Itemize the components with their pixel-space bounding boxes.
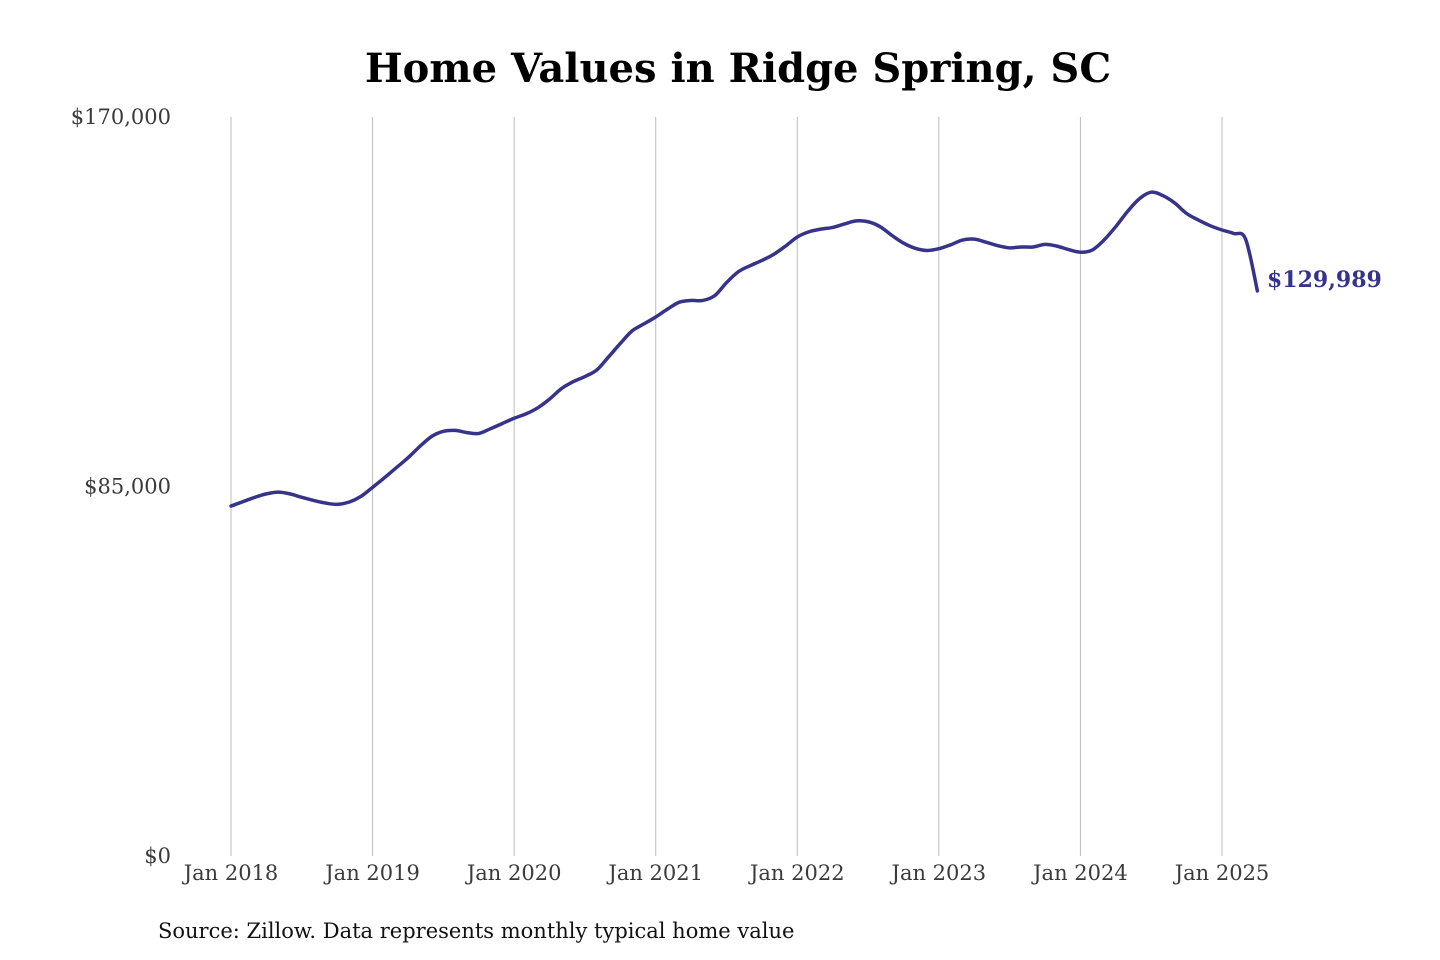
x-tick-label-4: Jan 2022	[748, 861, 845, 885]
y-axis-tick-labels: $0 $85,000 $170,000	[71, 105, 171, 868]
x-tick-label-7: Jan 2025	[1173, 861, 1270, 885]
x-tick-label-0: Jan 2018	[182, 861, 279, 885]
x-axis-tick-labels: Jan 2018 Jan 2019 Jan 2020 Jan 2021 Jan 2022…	[182, 861, 1270, 885]
grid-layer	[230, 117, 1223, 856]
y-tick-label-1: $85,000	[84, 475, 171, 499]
x-tick-label-2: Jan 2020	[465, 861, 562, 885]
chart-title: Home Values in Ridge Spring, SC	[365, 45, 1111, 92]
home-value-line	[229, 190, 1260, 508]
x-tick-label-3: Jan 2021	[606, 861, 703, 885]
x-tick-label-6: Jan 2024	[1031, 861, 1128, 885]
y-tick-label-0: $0	[144, 844, 171, 868]
x-tick-label-1: Jan 2019	[323, 861, 420, 885]
y-tick-label-2: $170,000	[71, 105, 171, 129]
source-note: Source: Zillow. Data represents monthly …	[158, 919, 794, 943]
x-tick-label-5: Jan 2023	[890, 861, 987, 885]
latest-value-label: $129,989	[1267, 267, 1382, 293]
